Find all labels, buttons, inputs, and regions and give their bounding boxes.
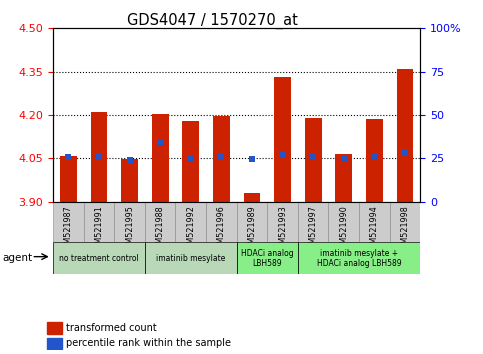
- Bar: [237, 202, 267, 242]
- Bar: [359, 202, 390, 242]
- Bar: [53, 242, 145, 274]
- Text: GSM521994: GSM521994: [370, 205, 379, 254]
- Bar: [145, 242, 237, 274]
- Text: GSM521997: GSM521997: [309, 205, 318, 254]
- Bar: [328, 202, 359, 242]
- Bar: [237, 242, 298, 274]
- Bar: [213, 116, 230, 202]
- Text: GSM521993: GSM521993: [278, 205, 287, 254]
- Bar: [84, 202, 114, 242]
- Text: GSM521991: GSM521991: [95, 205, 103, 254]
- Text: percentile rank within the sample: percentile rank within the sample: [66, 338, 231, 348]
- Bar: [366, 119, 383, 202]
- Text: transformed count: transformed count: [66, 323, 157, 333]
- Bar: [243, 193, 260, 202]
- Bar: [397, 69, 413, 202]
- Bar: [114, 202, 145, 242]
- Bar: [390, 202, 420, 242]
- Bar: [298, 202, 328, 242]
- Bar: [47, 322, 62, 334]
- Text: imatinib mesylate: imatinib mesylate: [156, 254, 226, 263]
- Text: GSM521995: GSM521995: [125, 205, 134, 254]
- Bar: [53, 202, 84, 242]
- Bar: [274, 78, 291, 202]
- Text: no treatment control: no treatment control: [59, 254, 139, 263]
- Text: GSM521989: GSM521989: [247, 205, 256, 254]
- Bar: [183, 121, 199, 202]
- Bar: [206, 202, 237, 242]
- Text: GSM521992: GSM521992: [186, 205, 195, 254]
- Bar: [175, 202, 206, 242]
- Text: GSM521990: GSM521990: [339, 205, 348, 254]
- Bar: [305, 118, 322, 202]
- Bar: [60, 155, 77, 202]
- Text: agent: agent: [2, 253, 32, 263]
- Bar: [91, 112, 107, 202]
- Bar: [335, 154, 352, 202]
- Text: HDACi analog
LBH589: HDACi analog LBH589: [241, 249, 294, 268]
- Text: GSM521988: GSM521988: [156, 205, 165, 254]
- Text: GSM521998: GSM521998: [400, 205, 410, 254]
- Text: GSM521987: GSM521987: [64, 205, 73, 254]
- Bar: [121, 159, 138, 202]
- Bar: [267, 202, 298, 242]
- Text: imatinib mesylate +
HDACi analog LBH589: imatinib mesylate + HDACi analog LBH589: [317, 249, 401, 268]
- Text: GDS4047 / 1570270_at: GDS4047 / 1570270_at: [127, 12, 298, 29]
- Text: GSM521996: GSM521996: [217, 205, 226, 254]
- Bar: [152, 114, 169, 202]
- Bar: [47, 337, 62, 349]
- Bar: [298, 242, 420, 274]
- Bar: [145, 202, 175, 242]
